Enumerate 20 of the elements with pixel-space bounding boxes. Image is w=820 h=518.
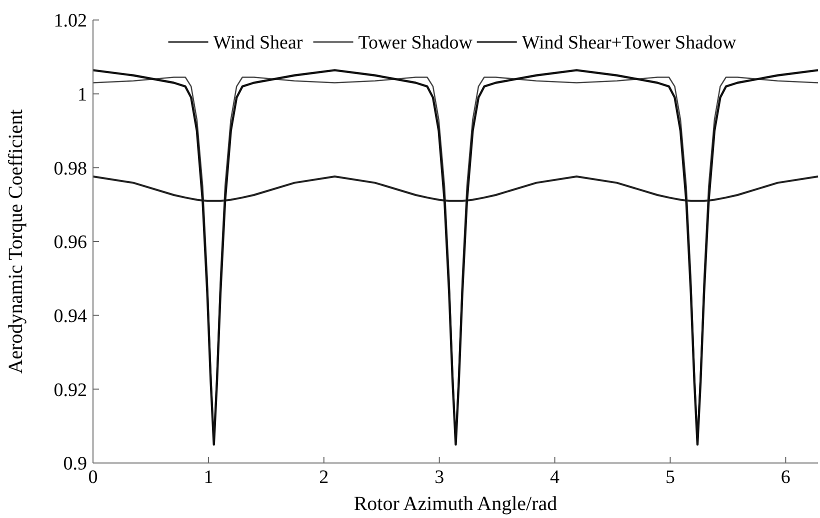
y-tick-label: 0.92 (54, 380, 87, 401)
y-tick-label: 1 (78, 84, 87, 106)
y-tick-label: 0.9 (63, 454, 87, 475)
y-axis-title: Aerodynamic Torque Coefficient (5, 108, 27, 374)
x-tick-label: 6 (780, 467, 790, 488)
x-tick-label: 0 (88, 467, 98, 488)
x-tick-label: 2 (319, 467, 329, 488)
x-tick-label: 4 (550, 467, 560, 488)
legend-label: Wind Shear (213, 32, 304, 54)
line-series (92, 176, 819, 202)
x-axis-title: Rotor Azimuth Angle/rad (354, 493, 558, 515)
legend-label: Wind Shear+Tower Shadow (522, 32, 737, 54)
y-tick-label: 0.96 (54, 232, 87, 254)
x-tick-label: 1 (204, 467, 214, 488)
x-tick-label: 5 (665, 467, 675, 488)
x-tick-label: 3 (434, 467, 444, 488)
legend-label: Tower Shadow (358, 32, 473, 54)
y-tick-label: 0.98 (54, 158, 87, 180)
y-tick-label: 1.02 (54, 10, 87, 32)
y-tick-label: 0.94 (54, 306, 88, 327)
